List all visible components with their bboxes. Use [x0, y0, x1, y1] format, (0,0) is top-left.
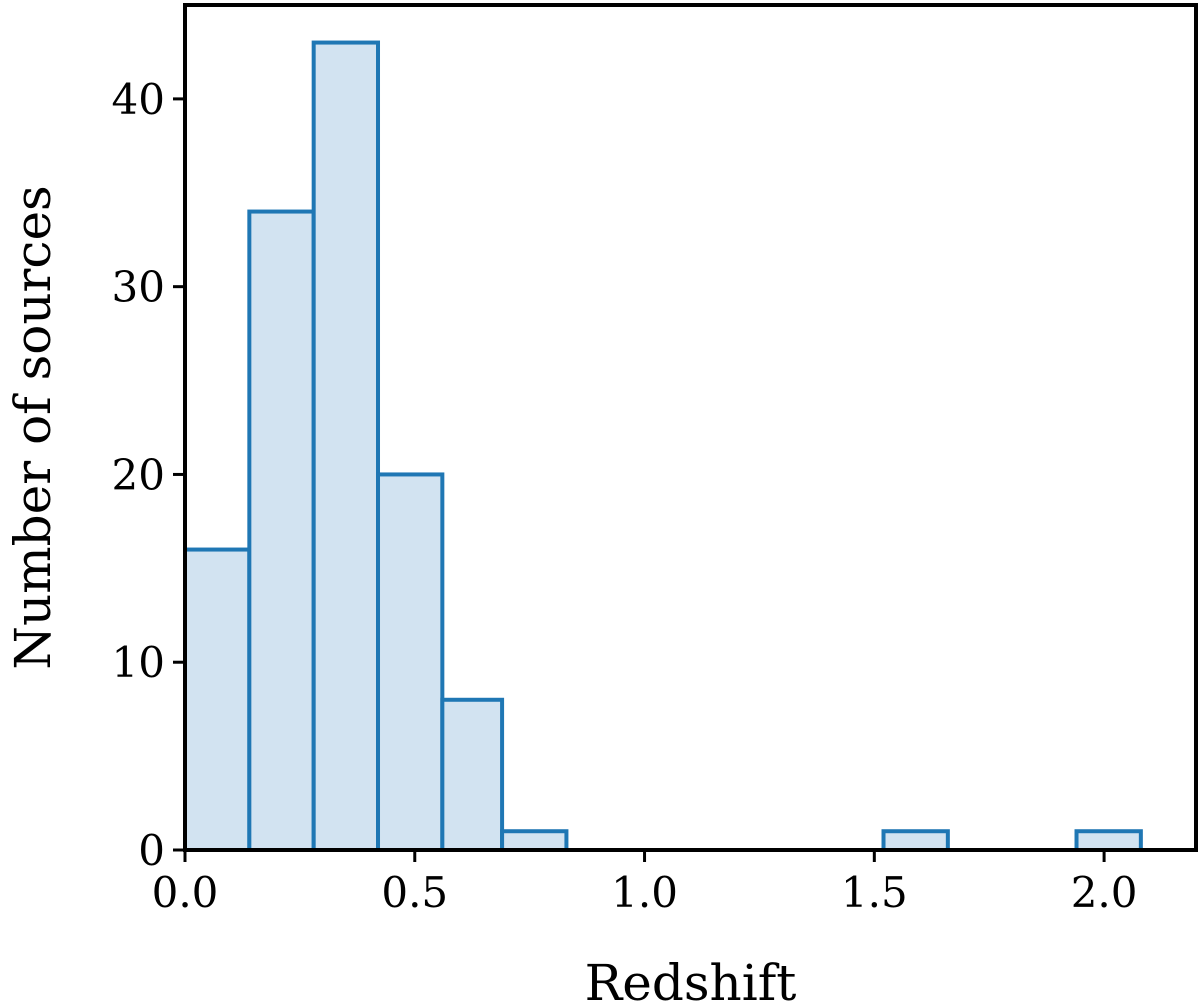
plot-frame	[183, 3, 1198, 852]
histogram-bar-7	[1074, 829, 1143, 853]
y-axis-label: Number of sources	[4, 185, 62, 669]
x-axis-label: Redshift	[585, 954, 797, 1007]
y-tick-label: 40	[112, 75, 165, 124]
y-tick-label: 0	[138, 826, 165, 875]
histogram-bar-6	[881, 829, 950, 853]
x-tick-label: 0.5	[381, 868, 448, 917]
histogram-bar-3	[376, 472, 445, 852]
histogram-bar-5	[500, 829, 569, 853]
x-tick-label: 0.0	[152, 868, 219, 917]
x-tick-label: 2.0	[1071, 868, 1138, 917]
x-axis-ticks: 0.0 0.5 1.0 1.5 2.0	[152, 850, 1138, 917]
y-axis-ticks: 0 10 20 30 40	[112, 75, 185, 875]
histogram-bar-1	[247, 209, 316, 853]
y-tick-label: 20	[112, 450, 165, 499]
x-tick-label: 1.5	[841, 868, 908, 917]
y-tick-label: 10	[112, 638, 165, 687]
histogram-bars	[183, 40, 1143, 853]
histogram-bar-0	[183, 547, 252, 852]
histogram-bar-2	[311, 40, 381, 853]
histogram-bar-4	[440, 697, 505, 852]
y-tick-label: 30	[112, 263, 165, 312]
x-tick-label: 1.0	[611, 868, 678, 917]
